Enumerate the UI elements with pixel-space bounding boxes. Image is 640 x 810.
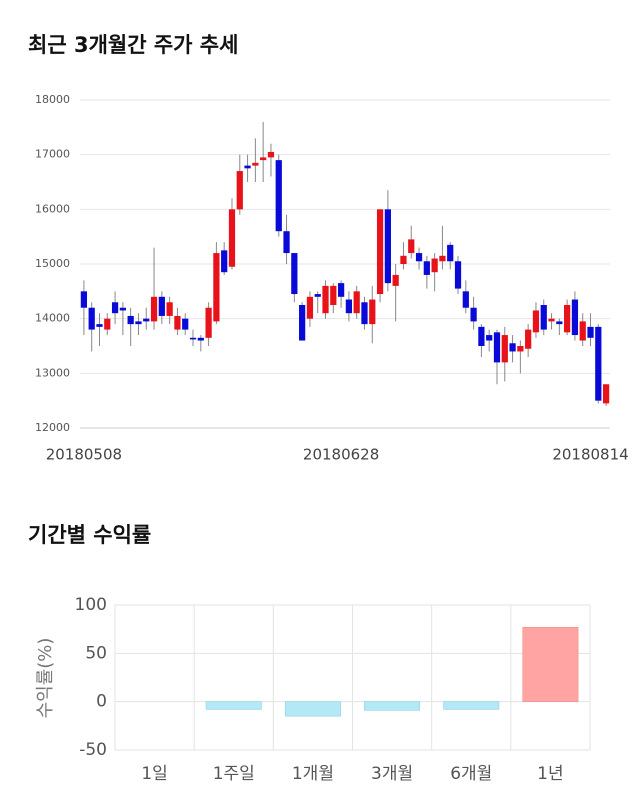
- candle-body: [532, 310, 540, 333]
- candle-body: [127, 315, 134, 325]
- candle-body: [400, 255, 407, 264]
- candle-body: [462, 291, 469, 308]
- y-tick-label: 13000: [35, 366, 70, 379]
- candle-body: [447, 244, 454, 262]
- bar: [205, 701, 262, 710]
- bar: [364, 701, 421, 711]
- candle-body: [267, 151, 275, 158]
- y-tick-label: 15000: [35, 257, 70, 270]
- candle-body: [439, 255, 446, 262]
- candle-body: [189, 337, 197, 340]
- candle-body: [119, 307, 126, 311]
- bar: [284, 701, 341, 717]
- candle-body: [260, 157, 267, 161]
- candle-body: [299, 305, 306, 341]
- candle-body: [275, 160, 282, 232]
- candle-body: [111, 302, 119, 314]
- candle-body: [213, 253, 220, 322]
- candle-body: [376, 209, 384, 295]
- candle-body: [501, 335, 508, 363]
- x-tick-label: 1개월: [292, 764, 334, 784]
- candle-body: [236, 171, 243, 210]
- chart-title: 최근 3개월간 주가 추세: [28, 33, 238, 57]
- chart-title: 기간별 수익률: [28, 523, 151, 547]
- candle-body: [486, 335, 493, 341]
- y-tick-label: 50: [85, 643, 107, 663]
- candle-body: [221, 250, 228, 273]
- candle-body: [540, 305, 547, 330]
- candle-body: [337, 283, 345, 297]
- candle-body: [252, 162, 259, 166]
- candle-body: [158, 296, 165, 316]
- candle-body: [361, 302, 368, 325]
- candle-body: [104, 318, 111, 330]
- candle-body: [602, 384, 610, 404]
- candle-body: [283, 231, 290, 254]
- candle-body: [595, 326, 602, 401]
- candle-body: [174, 315, 181, 330]
- x-tick-label: 1주일: [213, 764, 255, 784]
- candle-body: [322, 285, 329, 314]
- candle-body: [415, 253, 423, 262]
- x-tick-label: 6개월: [450, 764, 492, 784]
- x-tick-label: 1일: [141, 764, 167, 784]
- candle-body: [556, 321, 563, 325]
- candle-body: [509, 343, 516, 352]
- y-tick-label: 17000: [35, 148, 70, 161]
- candle-body: [548, 318, 555, 322]
- x-tick-label: 20180814: [552, 446, 628, 464]
- candle-body: [88, 307, 95, 330]
- candle-body: [314, 294, 321, 297]
- candle-body: [579, 321, 586, 341]
- candle-body: [478, 326, 485, 346]
- bar: [443, 701, 500, 710]
- candle-body: [244, 165, 251, 169]
- x-tick-label: 3개월: [371, 764, 413, 784]
- x-tick-label: 20180628: [303, 446, 379, 464]
- candle-body: [150, 296, 158, 322]
- candle-body: [384, 209, 391, 284]
- y-tick-label: 0: [96, 692, 107, 712]
- candle-body: [408, 239, 415, 254]
- candle-body: [143, 318, 150, 322]
- candle-body: [353, 291, 360, 314]
- y-tick-label: 16000: [35, 202, 70, 215]
- candle-body: [392, 274, 399, 286]
- candle-body: [135, 321, 142, 325]
- x-tick-label: 20180508: [46, 446, 122, 464]
- x-tick-label: 1년: [537, 764, 563, 784]
- bar: [522, 626, 579, 702]
- candle-body: [517, 346, 524, 352]
- candle-body: [470, 307, 477, 322]
- candle-body: [96, 324, 103, 327]
- y-tick-label: -50: [79, 740, 107, 760]
- candle-body: [587, 326, 594, 338]
- candle-body: [423, 261, 430, 275]
- candle-body: [369, 299, 376, 325]
- candle-body: [291, 253, 298, 295]
- candle-body: [564, 305, 571, 333]
- candle-body: [306, 296, 314, 319]
- y-tick-label: 18000: [35, 93, 70, 106]
- y-tick-label: 14000: [35, 312, 70, 325]
- candle-body: [205, 307, 212, 338]
- y-tick-label: 100: [75, 595, 107, 615]
- candle-body: [80, 291, 88, 308]
- candle-body: [197, 337, 204, 341]
- candle-body: [525, 329, 532, 349]
- candle-body: [345, 299, 353, 314]
- candle-body: [228, 209, 236, 267]
- candle-body: [454, 261, 462, 289]
- candle-body: [431, 258, 438, 273]
- candle-body: [182, 318, 189, 330]
- y-tick-label: 12000: [35, 421, 70, 434]
- candle-body: [330, 285, 337, 305]
- y-axis-label: 수익률(%): [35, 638, 56, 719]
- candle-body: [571, 299, 579, 336]
- candle-body: [493, 332, 501, 363]
- candle-body: [166, 302, 173, 316]
